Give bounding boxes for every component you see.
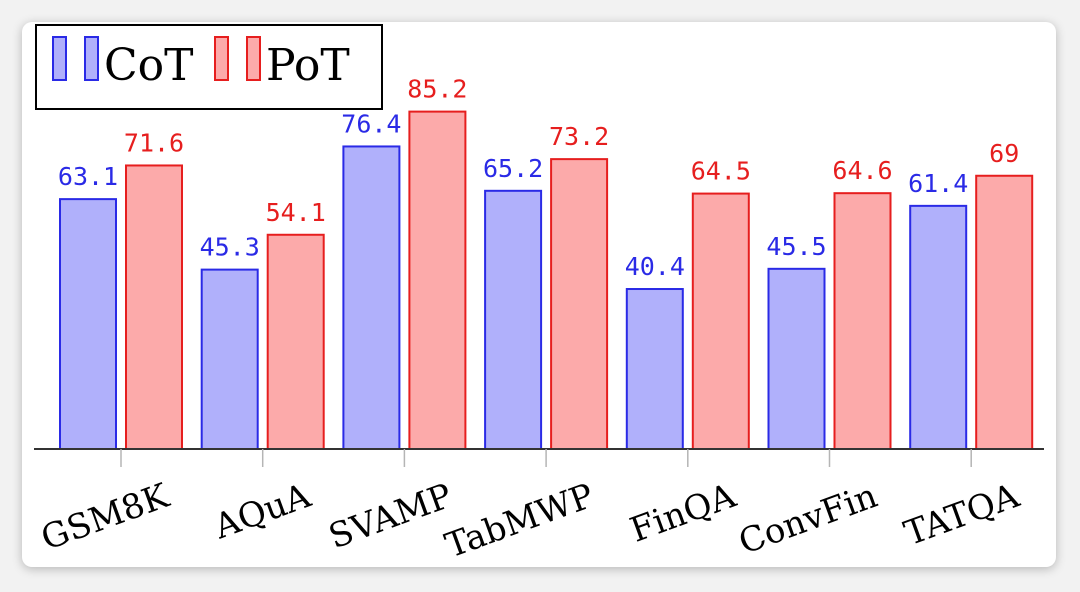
value-label-cot-gsm8k: 63.1	[58, 162, 118, 191]
legend-label-cot: CoT	[104, 40, 194, 91]
bar-cot-svamp	[342, 145, 401, 451]
bar-cot-finqa	[625, 288, 684, 450]
x-tick-label-svamp: SVAMP	[324, 476, 458, 557]
legend: CoT PoT	[35, 24, 383, 110]
value-label-pot-tabmwp: 73.2	[549, 122, 609, 151]
bar-chart: 63.171.6 45.354.1 76.485.2 65.273.2 40.4 64.5…	[34, 24, 1044, 567]
bar-pot-tatqa	[975, 174, 1034, 450]
legend-swatch-cot-2	[84, 36, 99, 81]
bar-pot-svamp	[408, 110, 467, 450]
value-label-pot-gsm8k: 71.6	[124, 128, 184, 157]
value-label-pot-convfin: 64.6	[832, 156, 892, 185]
value-label-cot-tatqa: 61.4	[908, 169, 968, 198]
bar-pot-convfin	[833, 192, 892, 450]
bar-cot-gsm8k	[59, 198, 117, 450]
x-tick-label-gsm8k: GSM8K	[36, 476, 175, 559]
value-label-pot-finqa: 64.5	[691, 157, 751, 186]
legend-label-pot: PoT	[266, 40, 350, 91]
bar-cot-tatqa	[909, 204, 968, 450]
legend-swatch-cot	[52, 36, 67, 81]
value-label-cot-convfin: 45.5	[766, 232, 826, 261]
chart-card: 63.1 71.6 45.3 54.1 76.4 85.2 65.2 73.2 40.4 64.5…	[22, 22, 1056, 567]
x-tick-label-aqua: AQuA	[208, 476, 316, 548]
value-label-cot-finqa: 40.4	[625, 252, 685, 281]
value-label-cot-aqua: 45.3	[200, 233, 260, 262]
value-label-pot-svamp: 85.2	[407, 75, 467, 104]
bar-pot-tabmwp	[550, 158, 609, 451]
bar-cot-convfin	[767, 267, 826, 450]
legend-swatch-pot	[214, 36, 229, 81]
x-tick-label-tatqa: TATQA	[899, 476, 1025, 554]
value-label-pot-tatqa: 69	[989, 139, 1019, 168]
x-tick-label-tabmwp: TabMWP	[440, 476, 599, 567]
value-label-cot-tabmwp: 65.2	[483, 154, 543, 183]
x-tick-label-finqa: FinQA	[625, 476, 741, 551]
bar-pot-aqua	[266, 233, 325, 450]
legend-swatch-pot-2	[246, 36, 261, 81]
value-label-cot-svamp: 76.4	[341, 109, 401, 138]
x-tick-label-convfin: ConvFin	[734, 476, 883, 563]
bar-cot-aqua	[200, 268, 259, 450]
value-label-pot-aqua: 54.1	[266, 198, 326, 227]
bar-pot-gsm8k	[125, 164, 183, 451]
bar-cot-tabmwp	[484, 189, 543, 450]
bar-pot-finqa	[691, 192, 750, 450]
